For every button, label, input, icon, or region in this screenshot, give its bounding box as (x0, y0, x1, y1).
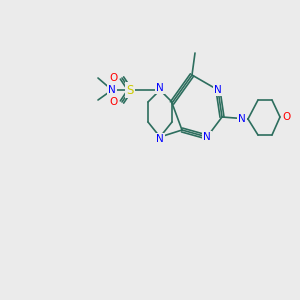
Text: N: N (108, 85, 116, 95)
Text: S: S (126, 83, 134, 97)
Text: O: O (110, 73, 118, 83)
Text: N: N (238, 114, 246, 124)
Text: N: N (156, 134, 164, 144)
Text: N: N (156, 83, 164, 93)
Text: N: N (214, 85, 222, 95)
Text: O: O (110, 97, 118, 107)
Text: O: O (282, 112, 290, 122)
Text: N: N (203, 132, 211, 142)
